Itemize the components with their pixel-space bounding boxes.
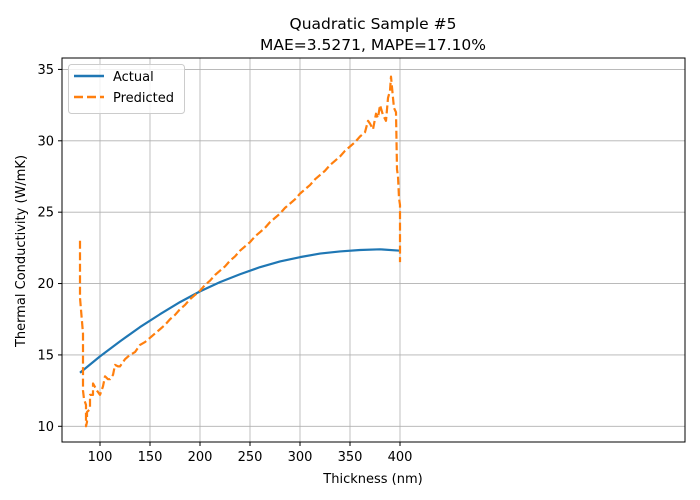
x-tick-label: 150: [138, 450, 163, 465]
axis-ticks: 100 150 200 250 300 350 400 10 15 20 25 30 35: [37, 63, 412, 465]
chart-title: Quadratic Sample #5: [290, 15, 457, 33]
y-tick-label: 20: [37, 277, 54, 292]
y-tick-label: 25: [37, 206, 54, 221]
chart-subtitle: MAE=3.5271, MAPE=17.10%: [260, 36, 486, 54]
x-tick-label: 300: [288, 450, 313, 465]
legend-label-actual: Actual: [113, 70, 154, 85]
y-axis-title: Thermal Conductivity (W/mK): [14, 155, 29, 348]
series-line-actual: [79, 248, 401, 374]
x-tick-label: 250: [238, 450, 263, 465]
x-axis-title: Thickness (nm): [322, 472, 422, 487]
plot-series: [78, 75, 402, 428]
x-tick-label: 100: [88, 450, 113, 465]
x-tick-label: 400: [388, 450, 413, 465]
x-tick-label: 350: [338, 450, 363, 465]
y-tick-label: 35: [37, 63, 54, 78]
series-line-predicted: [78, 75, 402, 428]
y-tick-label: 10: [37, 420, 54, 435]
y-tick-label: 15: [37, 348, 54, 363]
y-tick-label: 30: [37, 134, 54, 149]
plot-frame: [61, 57, 686, 443]
legend-label-predicted: Predicted: [113, 91, 174, 106]
legend: Actual Predicted: [68, 64, 185, 114]
x-tick-label: 200: [188, 450, 213, 465]
